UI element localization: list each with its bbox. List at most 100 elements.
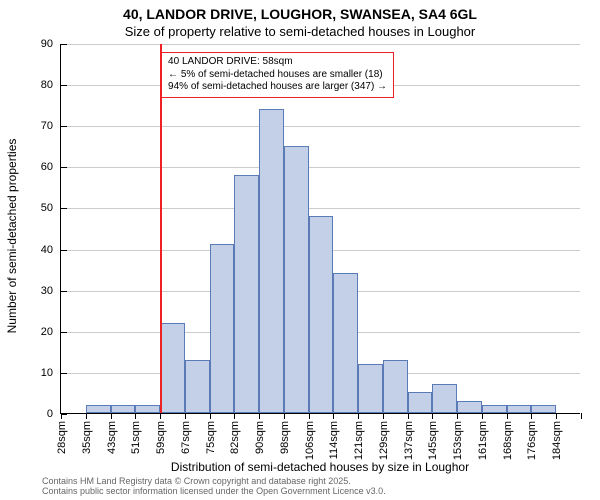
x-tick-label: 176sqm — [526, 421, 538, 460]
y-axis-label: Number of semi-detached properties — [5, 139, 19, 334]
y-tick — [61, 250, 67, 251]
y-tick-label: 30 — [41, 285, 61, 297]
y-tick — [61, 291, 67, 292]
y-tick — [61, 44, 67, 45]
histogram-bar — [482, 405, 507, 413]
histogram-bar — [531, 405, 556, 413]
histogram-bar — [358, 364, 383, 413]
gridline — [61, 44, 580, 45]
x-tick — [160, 413, 161, 419]
x-axis-label: Distribution of semi-detached houses by … — [60, 460, 580, 474]
histogram-bar — [333, 273, 358, 413]
y-tick — [61, 373, 67, 374]
x-tick-label: 145sqm — [427, 421, 439, 460]
chart-title: 40, LANDOR DRIVE, LOUGHOR, SWANSEA, SA4 … — [0, 6, 600, 22]
y-tick-label: 60 — [41, 161, 61, 173]
y-axis-label-wrap: Number of semi-detached properties — [12, 44, 26, 414]
x-tick — [507, 413, 508, 419]
x-tick — [432, 413, 433, 419]
chart-subtitle: Size of property relative to semi-detach… — [0, 24, 600, 39]
histogram-bar — [135, 405, 160, 413]
histogram-bar — [160, 323, 185, 413]
x-tick — [210, 413, 211, 419]
histogram-bar — [111, 405, 136, 413]
histogram-bar — [408, 392, 433, 413]
plot-area: 010203040506070809028sqm35sqm43sqm51sqm5… — [60, 44, 580, 414]
x-tick-label: 114sqm — [328, 421, 340, 459]
x-tick — [457, 413, 458, 419]
x-tick — [234, 413, 235, 419]
histogram-bar — [309, 216, 334, 413]
y-tick-label: 10 — [41, 367, 61, 379]
x-tick-label: 51sqm — [130, 421, 142, 454]
x-tick — [309, 413, 310, 419]
y-tick — [61, 208, 67, 209]
x-tick-label: 28sqm — [56, 421, 68, 454]
footer-line-2: Contains public sector information licen… — [42, 486, 386, 496]
x-tick — [482, 413, 483, 419]
histogram-bar — [383, 360, 408, 413]
x-tick-label: 121sqm — [353, 421, 365, 460]
x-tick-label: 129sqm — [378, 421, 390, 460]
y-tick-label: 80 — [41, 79, 61, 91]
x-tick — [185, 413, 186, 419]
y-tick — [61, 126, 67, 127]
histogram-bar — [432, 384, 457, 413]
x-tick — [358, 413, 359, 419]
histogram-bar — [457, 401, 482, 413]
x-tick — [408, 413, 409, 419]
y-tick-label: 90 — [41, 38, 61, 50]
x-tick — [531, 413, 532, 419]
x-tick — [581, 413, 582, 419]
y-tick-label: 40 — [41, 244, 61, 256]
x-tick — [86, 413, 87, 419]
y-tick — [61, 85, 67, 86]
x-tick-label: 98sqm — [279, 421, 291, 454]
marker-annotation-box: 40 LANDOR DRIVE: 58sqm ← 5% of semi-deta… — [161, 52, 394, 98]
y-tick-label: 0 — [47, 408, 61, 420]
histogram-bar — [234, 175, 259, 413]
x-tick-label: 67sqm — [180, 421, 192, 454]
annotation-title: 40 LANDOR DRIVE: 58sqm — [168, 56, 387, 69]
y-tick-label: 70 — [41, 120, 61, 132]
footer-attribution: Contains HM Land Registry data © Crown c… — [42, 476, 386, 497]
x-tick-label: 43sqm — [106, 421, 118, 454]
x-tick-label: 59sqm — [155, 421, 167, 454]
x-tick-label: 82sqm — [229, 421, 241, 454]
histogram-bar — [259, 109, 284, 413]
chart-container: 40, LANDOR DRIVE, LOUGHOR, SWANSEA, SA4 … — [0, 0, 600, 500]
histogram-bar — [185, 360, 210, 413]
x-tick — [111, 413, 112, 419]
y-tick — [61, 167, 67, 168]
x-tick — [333, 413, 334, 419]
x-tick-label: 184sqm — [551, 421, 563, 460]
x-tick — [556, 413, 557, 419]
x-tick-label: 161sqm — [477, 421, 489, 460]
x-tick-label: 106sqm — [304, 421, 316, 460]
x-tick-label: 168sqm — [502, 421, 514, 460]
x-tick — [284, 413, 285, 419]
x-tick-label: 35sqm — [81, 421, 93, 454]
y-tick-label: 50 — [41, 202, 61, 214]
footer-line-1: Contains HM Land Registry data © Crown c… — [42, 476, 386, 486]
x-tick — [135, 413, 136, 419]
gridline — [61, 167, 580, 168]
x-tick-label: 137sqm — [403, 421, 415, 460]
annotation-line-smaller: ← 5% of semi-detached houses are smaller… — [168, 69, 387, 82]
histogram-bar — [507, 405, 532, 413]
x-tick — [259, 413, 260, 419]
property-marker-line — [160, 44, 162, 413]
histogram-bar — [284, 146, 309, 413]
x-tick-label: 75sqm — [205, 421, 217, 454]
x-tick-label: 90sqm — [254, 421, 266, 454]
gridline — [61, 208, 580, 209]
x-tick-label: 153sqm — [452, 421, 464, 460]
histogram-bar — [210, 244, 235, 413]
y-tick — [61, 332, 67, 333]
histogram-bar — [86, 405, 111, 413]
y-tick-label: 20 — [41, 326, 61, 338]
gridline — [61, 126, 580, 127]
x-tick — [61, 413, 62, 419]
annotation-line-larger: 94% of semi-detached houses are larger (… — [168, 81, 387, 94]
x-tick — [383, 413, 384, 419]
